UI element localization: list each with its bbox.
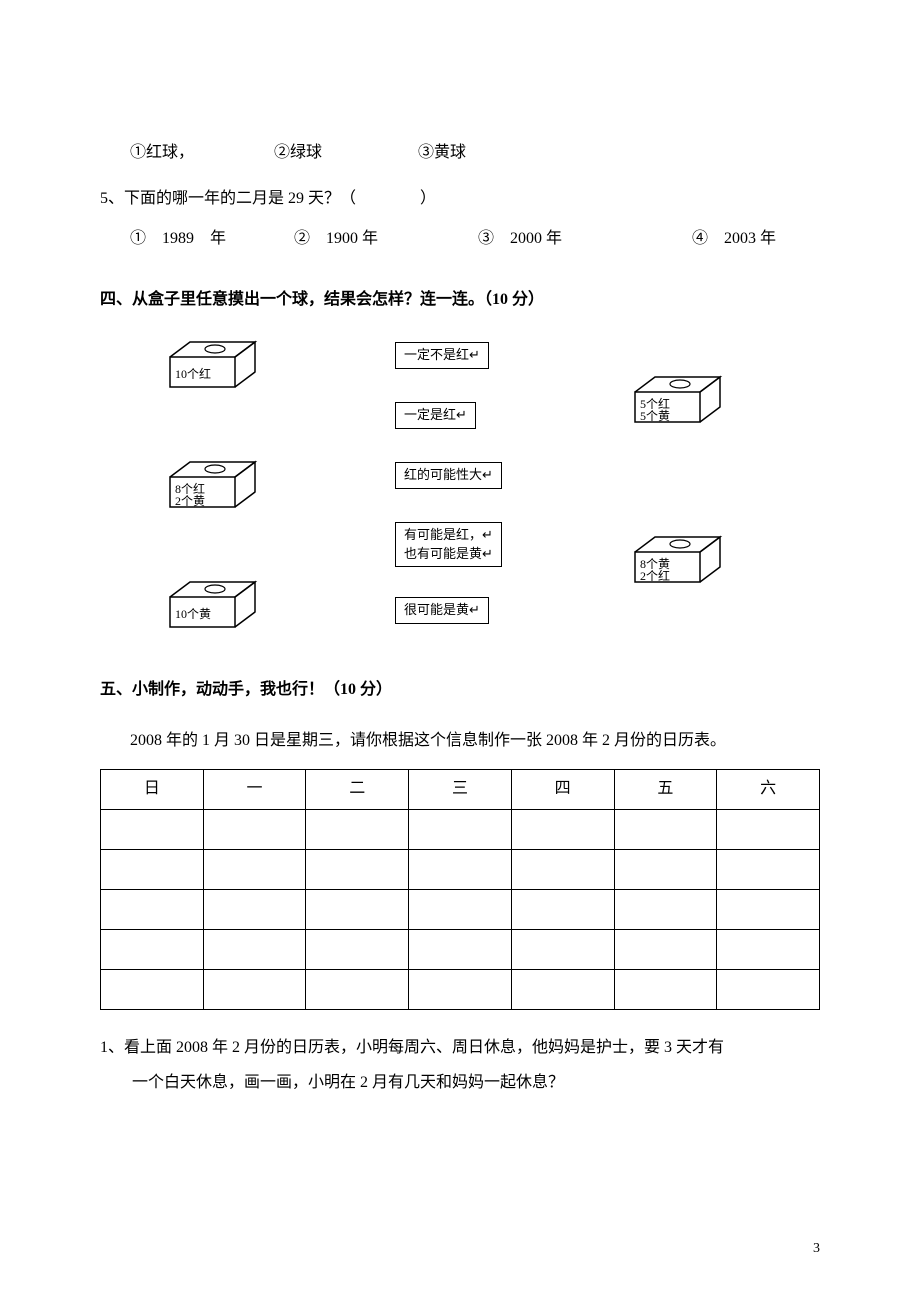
choice-1: ①红球， [130,140,270,166]
cal-head-mon: 一 [203,769,306,809]
box-icon [165,577,260,632]
box-label: 10个红 [175,367,211,381]
matching-diagram: 10个红 8个红 2个黄 10个黄 5个红 5个黄 [130,337,850,637]
match-maybe-l1: 有可能是红，↵ [404,526,493,544]
calendar-row [101,929,820,969]
calendar-row [101,889,820,929]
box-label-l2: 5个黄 [640,409,670,423]
page-number: 3 [813,1238,820,1260]
cal-head-wed: 三 [409,769,512,809]
section4-title: 四、从盒子里任意摸出一个球，结果会怎样？连一连。（10 分） [100,287,820,313]
match-maybe-l2: 也有可能是黄↵ [404,545,493,563]
section5-title: 五、小制作，动动手，我也行！（10 分） [100,677,820,703]
box-5red-5yellow: 5个红 5个黄 [630,372,725,427]
cal-head-sat: 六 [717,769,820,809]
match-maybe-both: 有可能是红，↵ 也有可能是黄↵ [395,522,502,566]
section5-q1-line1: 1、看上面 2008 年 2 月份的日历表，小明每周六、周日休息，他妈妈是护士，… [100,1035,820,1061]
q5-c1: ① 1989 年 [130,226,290,252]
cal-head-thu: 四 [511,769,614,809]
calendar-row [101,849,820,889]
box-icon [165,337,260,392]
choice-3: ③黄球 [418,140,466,166]
box-8yellow-2red: 8个黄 2个红 [630,532,725,587]
match-likely-red: 红的可能性大↵ [395,462,502,488]
box-8red-2yellow: 8个红 2个黄 [165,457,260,512]
q5-c3: ③ 2000 年 [478,226,688,252]
cal-head-fri: 五 [614,769,717,809]
q5-options-row: ① 1989 年 ② 1900 年 ③ 2000 年 ④ 2003 年 [100,226,820,252]
q5-question: 5、下面的哪一年的二月是 29 天？（ ） [100,186,820,212]
calendar-row [101,969,820,1009]
match-likely-yellow: 很可能是黄↵ [395,597,489,623]
box-label-l2: 2个红 [640,569,670,583]
q5-c2: ② 1900 年 [294,226,474,252]
section5-q1-line2: 一个白天休息，画一画，小明在 2 月有几天和妈妈一起休息？ [100,1070,820,1096]
match-is-red: 一定是红↵ [395,402,476,428]
box-10-red: 10个红 [165,337,260,392]
cal-head-tue: 二 [306,769,409,809]
q5-c4: ④ 2003 年 [692,226,776,252]
calendar-header-row: 日 一 二 三 四 五 六 [101,769,820,809]
cal-head-sun: 日 [101,769,204,809]
box-10-yellow: 10个黄 [165,577,260,632]
calendar-table: 日 一 二 三 四 五 六 [100,769,820,1010]
match-not-red: 一定不是红↵ [395,342,489,368]
section5-intro: 2008 年的 1 月 30 日是星期三，请你根据这个信息制作一张 2008 年… [100,728,820,754]
calendar-row [101,809,820,849]
box-label-l2: 2个黄 [175,494,205,508]
q4-choices-row: ①红球， ②绿球 ③黄球 [100,140,820,166]
box-label: 10个黄 [175,607,211,621]
choice-2: ②绿球 [274,140,414,166]
